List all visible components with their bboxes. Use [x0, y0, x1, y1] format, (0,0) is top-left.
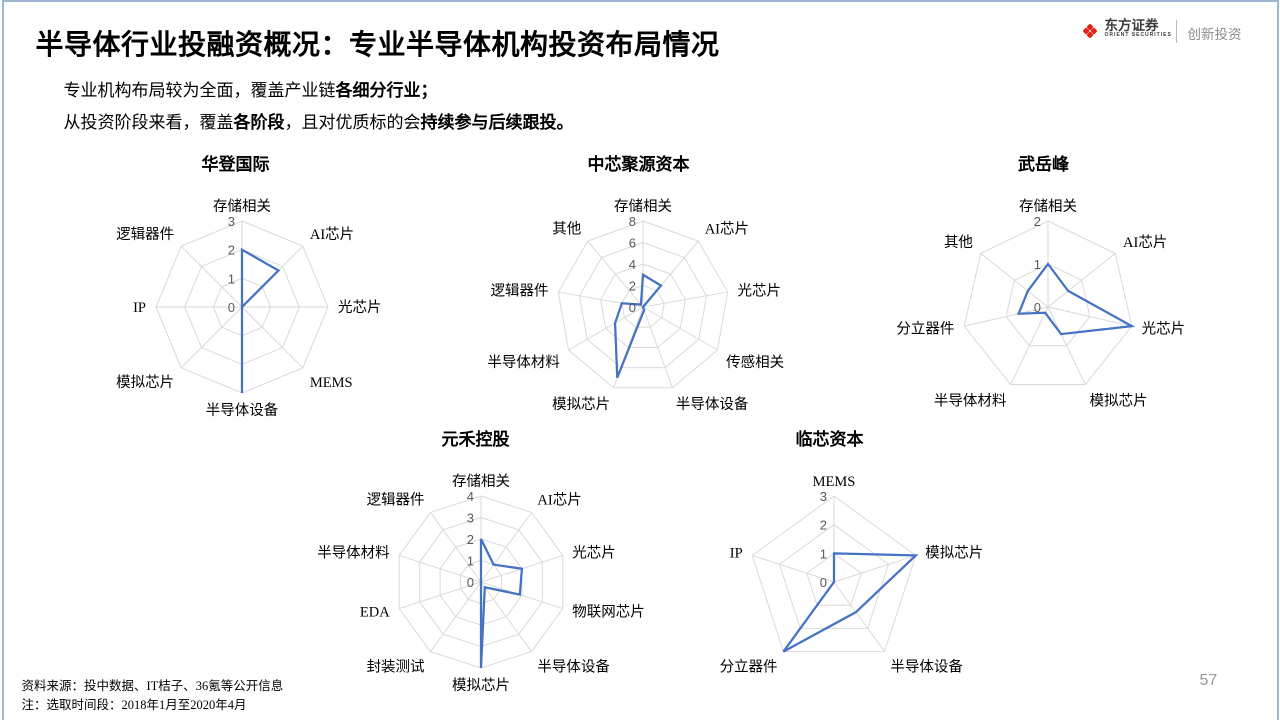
svg-text:封装测试: 封装测试	[366, 659, 424, 676]
svg-text:半导体材料: 半导体材料	[933, 392, 1006, 409]
svg-text:存储相关: 存储相关	[213, 198, 271, 215]
svg-text:MEMS: MEMS	[309, 375, 352, 391]
svg-text:MEMS: MEMS	[812, 474, 855, 490]
svg-text:半导体材料: 半导体材料	[487, 354, 560, 371]
svg-text:模拟芯片: 模拟芯片	[1089, 392, 1147, 409]
svg-text:4: 4	[466, 489, 473, 504]
svg-text:2: 2	[466, 532, 473, 547]
svg-text:3: 3	[466, 511, 473, 526]
svg-text:分立器件: 分立器件	[896, 320, 954, 337]
svg-text:逻辑器件: 逻辑器件	[116, 226, 174, 243]
svg-text:模拟芯片: 模拟芯片	[552, 396, 610, 413]
svg-text:光芯片: 光芯片	[338, 299, 382, 316]
svg-text:存储相关: 存储相关	[452, 473, 510, 490]
svg-text:分立器件: 分立器件	[719, 659, 777, 676]
svg-text:AI芯片: AI芯片	[704, 220, 748, 237]
svg-text:2: 2	[227, 243, 234, 258]
svg-text:0: 0	[466, 575, 473, 590]
svg-text:2: 2	[628, 279, 635, 294]
svg-text:IP: IP	[729, 545, 742, 561]
svg-text:6: 6	[628, 236, 635, 251]
svg-text:AI芯片: AI芯片	[309, 226, 353, 243]
svg-text:存储相关: 存储相关	[1019, 198, 1077, 215]
svg-text:2: 2	[819, 518, 826, 533]
svg-text:0: 0	[1033, 300, 1040, 315]
svg-text:半导体材料: 半导体材料	[317, 544, 390, 561]
svg-text:光芯片: 光芯片	[572, 544, 616, 561]
svg-text:半导体设备: 半导体设备	[890, 659, 963, 676]
svg-text:半导体设备: 半导体设备	[205, 402, 278, 419]
svg-text:传感相关: 传感相关	[726, 354, 784, 371]
svg-text:0: 0	[628, 300, 635, 315]
svg-text:2: 2	[1033, 214, 1040, 229]
svg-text:4: 4	[628, 257, 635, 272]
svg-text:存储相关: 存储相关	[614, 198, 672, 215]
svg-text:模拟芯片: 模拟芯片	[452, 677, 510, 694]
svg-text:模拟芯片: 模拟芯片	[925, 544, 983, 561]
svg-text:模拟芯片: 模拟芯片	[116, 374, 174, 391]
svg-text:0: 0	[227, 300, 234, 315]
svg-text:3: 3	[819, 489, 826, 504]
svg-text:3: 3	[227, 214, 234, 229]
svg-text:半导体设备: 半导体设备	[675, 396, 748, 413]
svg-text:AI芯片: AI芯片	[537, 491, 581, 508]
svg-text:逻辑器件: 逻辑器件	[366, 491, 424, 508]
svg-text:1: 1	[466, 554, 473, 569]
svg-text:1: 1	[819, 546, 826, 561]
svg-text:1: 1	[1033, 257, 1040, 272]
svg-text:其他: 其他	[943, 234, 972, 251]
svg-text:1: 1	[227, 271, 234, 286]
svg-text:8: 8	[628, 214, 635, 229]
svg-text:逻辑器件: 逻辑器件	[490, 282, 548, 299]
svg-text:AI芯片: AI芯片	[1123, 234, 1167, 251]
svg-text:其他: 其他	[552, 220, 581, 237]
svg-text:半导体设备: 半导体设备	[537, 659, 610, 676]
svg-text:光芯片: 光芯片	[1141, 320, 1185, 337]
svg-text:光芯片: 光芯片	[737, 282, 781, 299]
svg-text:EDA: EDA	[359, 605, 389, 621]
svg-text:物联网芯片: 物联网芯片	[572, 604, 645, 621]
svg-text:0: 0	[819, 575, 826, 590]
svg-text:IP: IP	[133, 300, 146, 316]
